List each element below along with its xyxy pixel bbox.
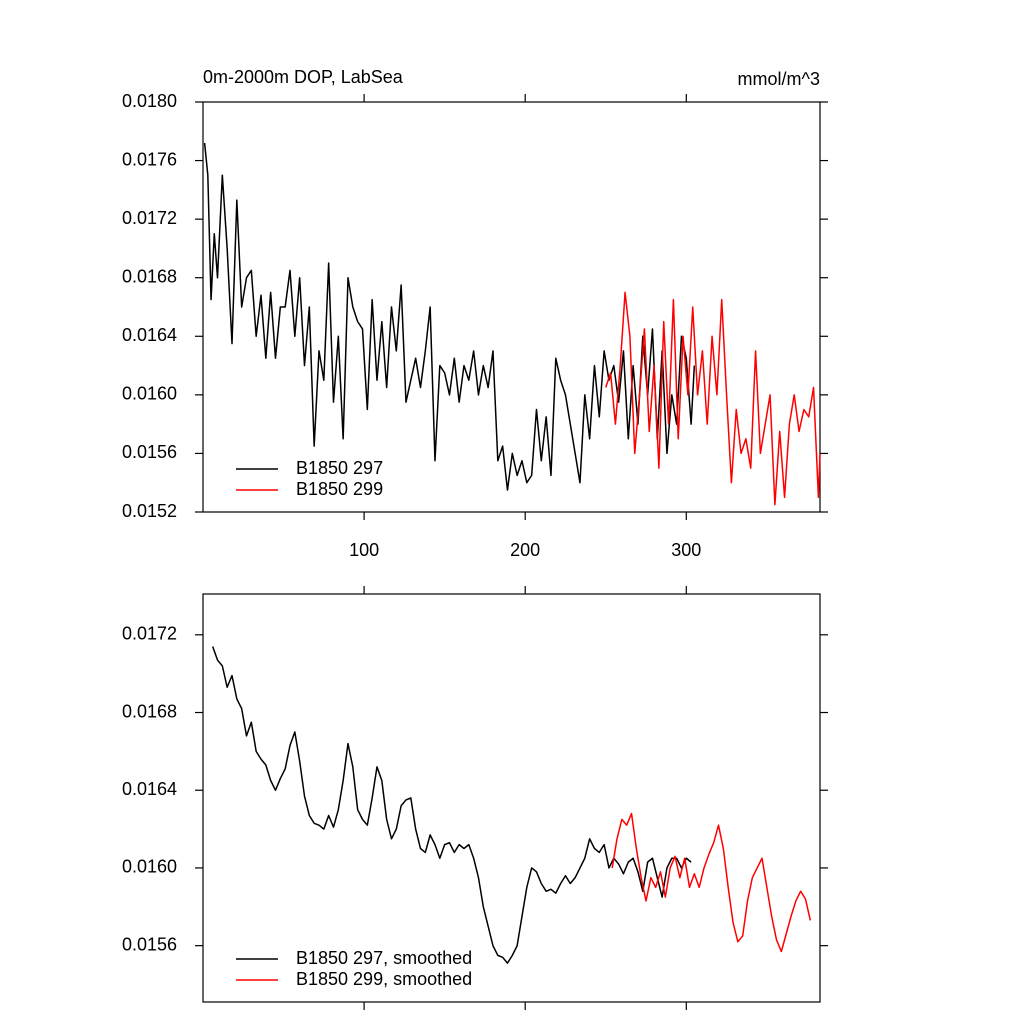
y-tick-label: 0.0176 (122, 149, 177, 169)
chart-title: 0m-2000m DOP, LabSea (203, 67, 404, 87)
plot-frame (202, 101, 821, 513)
y-tick-label: 0.0164 (122, 779, 177, 799)
legend-label: B1850 299, smoothed (296, 969, 472, 989)
series-line (605, 291, 821, 506)
y-tick-label: 0.0180 (122, 91, 177, 111)
y-tick-label: 0.0172 (122, 624, 177, 644)
y-tick-label: 0.0160 (122, 857, 177, 877)
units-label: mmol/m^3 (738, 69, 820, 89)
x-tick-label: 200 (510, 540, 540, 560)
legend-label: B1850 297, smoothed (296, 948, 472, 968)
series-line (211, 646, 692, 964)
series-line (611, 812, 812, 953)
x-tick-label: 300 (671, 540, 701, 560)
y-tick-label: 0.0156 (122, 442, 177, 462)
y-tick-label: 0.0164 (122, 325, 177, 345)
x-tick-label: 100 (349, 540, 379, 560)
y-tick-label: 0.0156 (122, 934, 177, 954)
y-tick-label: 0.0168 (122, 266, 177, 286)
series-line (203, 142, 696, 491)
y-tick-label: 0.0152 (122, 501, 177, 521)
legend-label: B1850 299 (296, 479, 383, 499)
y-tick-label: 0.0172 (122, 208, 177, 228)
y-tick-label: 0.0168 (122, 701, 177, 721)
y-tick-label: 0.0160 (122, 384, 177, 404)
plot-frame (202, 593, 821, 1003)
legend-label: B1850 297 (296, 458, 383, 478)
